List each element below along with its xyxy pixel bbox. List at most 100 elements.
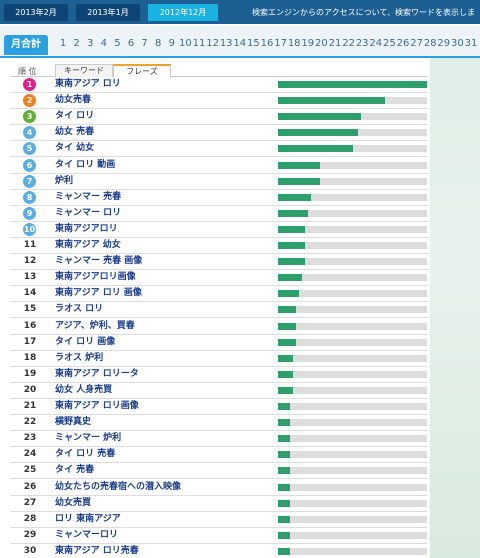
day-link[interactable]: 20 (315, 38, 328, 49)
rank: 21 (23, 401, 37, 411)
phrase[interactable]: タイ 幼女 (55, 143, 95, 154)
day-link[interactable]: 10 (179, 38, 192, 49)
rank: 13 (23, 272, 37, 283)
day-link[interactable]: 30 (451, 38, 464, 49)
bar-track (278, 531, 427, 539)
day-link[interactable]: 27 (410, 38, 423, 49)
rank: 25 (23, 465, 37, 476)
day-link[interactable]: 22 (342, 38, 355, 49)
table-row: 24 タイ ロリ 売春 (10, 447, 428, 464)
bar-track (278, 451, 427, 459)
bar-track (278, 161, 427, 169)
day-link[interactable]: 14 (233, 38, 247, 49)
bar (278, 290, 299, 298)
keyword-tab[interactable]: キーワード (55, 64, 113, 77)
phrase[interactable]: タイ ロリ 画像 (55, 336, 116, 347)
phrase[interactable]: タイ ロリ 動画 (55, 159, 116, 170)
phrase[interactable]: 東南アジア ロリータ (55, 368, 139, 379)
table-row: 4 幼女 売春 (10, 125, 428, 142)
day-link[interactable]: 23 (355, 38, 369, 49)
table-row: 17 タイ ロリ 画像 (10, 335, 428, 351)
phrase[interactable]: 横野真史 (55, 417, 92, 428)
phrase[interactable]: タイ ロリ (55, 111, 95, 122)
day-link[interactable]: 9 (168, 38, 175, 49)
rank: 23 (23, 433, 37, 444)
bar (278, 193, 311, 201)
day-link[interactable]: 18 (287, 38, 301, 49)
day-link[interactable]: 3 (87, 38, 94, 49)
month-tab[interactable]: 2013年1月 (76, 4, 140, 21)
day-link[interactable]: 17 (274, 38, 287, 49)
rank: 24 (23, 449, 37, 460)
day-link[interactable]: 7 (141, 38, 148, 49)
phrase[interactable]: 東南アジア ロリ売春 (55, 545, 139, 556)
day-link[interactable]: 15 (247, 38, 260, 49)
bar-track (278, 370, 427, 378)
rank: 28 (23, 513, 37, 524)
bar-track (278, 113, 427, 121)
bar (278, 81, 427, 88)
phrase[interactable]: ミャンマー 売春 (55, 191, 122, 202)
table-row: 1 東南アジア ロリ (10, 77, 428, 93)
phrase[interactable]: ミャンマー 炉利 (55, 433, 122, 444)
day-link[interactable]: 24 (369, 38, 383, 49)
rank: 14 (23, 288, 37, 299)
bar-track (278, 467, 427, 475)
rank-badge: 5 (23, 142, 36, 156)
day-link[interactable]: 2 (73, 38, 80, 49)
rank-header: 順 位 (18, 67, 37, 76)
phrase[interactable]: ミャンマー 売春 画像 (55, 256, 143, 267)
phrase[interactable]: 東南アジア 幼女 (55, 240, 121, 250)
day-link[interactable]: 19 (301, 38, 315, 49)
day-link[interactable]: 16 (260, 38, 274, 49)
phrase[interactable]: アジア、炉利、買春 (55, 320, 135, 331)
phrase[interactable]: タイ 売春 (55, 465, 95, 476)
month-tab[interactable]: 2012年12月 (148, 4, 218, 21)
phrase[interactable]: 幼女売春 (55, 95, 92, 106)
bar-track (278, 515, 427, 523)
phrase[interactable]: タイ ロリ 売春 (55, 449, 116, 460)
day-link[interactable]: 31 (464, 38, 478, 49)
phrase[interactable]: 東南アジアロリ (55, 223, 118, 234)
phrase[interactable]: 東南アジア ロリ (55, 79, 121, 89)
phrase[interactable]: 東南アジア ロリ画像 (55, 401, 139, 411)
rank: 17 (23, 336, 37, 347)
day-link[interactable]: 25 (383, 38, 396, 49)
day-link[interactable]: 21 (328, 38, 342, 49)
phrase[interactable]: 幼女 人身売買 (55, 384, 113, 395)
day-link[interactable]: 5 (114, 38, 121, 49)
phrase[interactable]: ラオス ロリ (55, 304, 104, 315)
month-total-tab[interactable]: 月合計 (4, 35, 48, 55)
phrase[interactable]: 幼女売買 (55, 497, 92, 508)
day-link[interactable]: 1 (59, 38, 67, 49)
bar (278, 435, 290, 443)
day-link[interactable]: 8 (155, 38, 162, 49)
day-link[interactable]: 28 (423, 38, 437, 49)
phrase[interactable]: ミャンマーロリ (55, 529, 119, 540)
phrase[interactable]: ラオス 炉利 (55, 352, 104, 363)
day-link[interactable]: 12 (206, 38, 219, 49)
phrase[interactable]: ミャンマー ロリ (55, 207, 122, 218)
day-link[interactable]: 11 (192, 38, 206, 49)
phrase[interactable]: 炉利 (55, 175, 74, 186)
table-row: 20 幼女 人身売買 (10, 383, 428, 399)
phrase[interactable]: 幼女たちの売春宿への潜入映像 (55, 481, 182, 492)
bar (278, 338, 296, 346)
keyword-tab[interactable]: フレーズ (113, 64, 171, 78)
day-link[interactable]: 4 (100, 38, 107, 49)
bar-track (278, 242, 427, 249)
bar (278, 177, 320, 185)
phrase[interactable]: 東南アジア ロリ 画像 (55, 288, 142, 299)
month-tab[interactable]: 2013年2月 (4, 4, 68, 21)
phrase[interactable]: 東南アジアロリ画像 (55, 272, 136, 283)
day-link[interactable]: 13 (219, 38, 233, 49)
table-row: 27 幼女売買 (10, 496, 428, 512)
phrase[interactable]: ロリ 東南アジア (55, 513, 121, 524)
day-link[interactable]: 6 (127, 38, 135, 49)
bar (278, 515, 290, 523)
day-link[interactable]: 29 (437, 38, 451, 49)
phrase[interactable]: 幼女 売春 (55, 127, 95, 138)
bar-track (278, 274, 427, 282)
day-link[interactable]: 26 (396, 38, 410, 49)
